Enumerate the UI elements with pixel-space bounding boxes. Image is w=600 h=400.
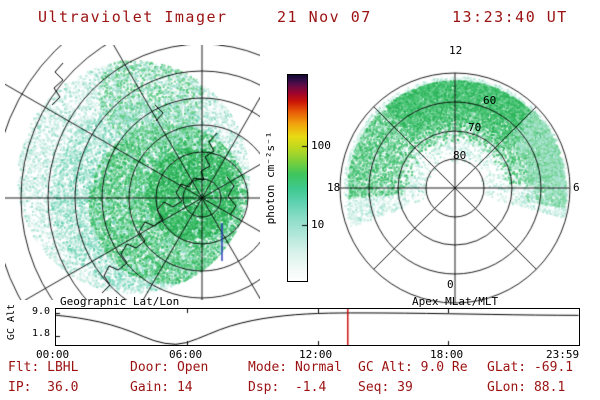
- status-gain: Gain: 14: [130, 380, 193, 395]
- status-flt: Flt: LBHL: [8, 360, 78, 375]
- observation-date: 21 Nov 07: [277, 8, 372, 26]
- status-mode-value: Normal: [294, 360, 342, 375]
- status-gain-value: 14: [176, 380, 193, 395]
- mlat-label-60: 60: [483, 94, 497, 107]
- observation-time: 13:23:40 UT: [452, 8, 568, 26]
- status-dsp-label: Dsp:: [248, 380, 295, 395]
- status-ip-label: IP:: [8, 380, 48, 395]
- status-glat-label: GLat:: [487, 360, 534, 375]
- status-gcalt-label: GC Alt:: [358, 360, 421, 375]
- mlat-label-80: 80: [453, 149, 467, 162]
- status-glat: GLat: -69.1: [487, 360, 573, 375]
- status-seq: Seq: 39: [358, 380, 413, 395]
- status-door-label: Door:: [130, 360, 177, 375]
- status-gain-label: Gain:: [130, 380, 177, 395]
- status-glon-label: GLon:: [487, 380, 534, 395]
- colorbar-tick-100: 100: [311, 139, 331, 152]
- status-ip-value: 36.0: [47, 380, 79, 395]
- ut-tick-0600: 06:00: [169, 348, 203, 361]
- status-glon-value: 88.1: [533, 380, 566, 395]
- mlt-label-18: 18: [327, 181, 341, 194]
- mlt-dial-canvas: [335, 45, 585, 305]
- gcalt-tick-low: 1.8: [31, 328, 50, 339]
- status-gcalt: GC Alt: 9.0 Re: [358, 360, 468, 375]
- status-flt-label: Flt:: [8, 360, 48, 375]
- status-glat-value: -69.1: [533, 360, 574, 375]
- mlt-label-0: 0: [447, 278, 454, 291]
- status-ip: IP: 36.0: [8, 380, 78, 395]
- status-mode: Mode: Normal: [248, 360, 342, 375]
- status-door-value: Open: [176, 360, 209, 375]
- ut-tick-1200: 12:00: [299, 348, 333, 361]
- status-seq-value: 39: [397, 380, 413, 395]
- app-title: Ultraviolet Imager: [38, 8, 228, 26]
- ut-tick-1800: 18:00: [430, 348, 464, 361]
- status-seq-label: Seq:: [358, 380, 398, 395]
- status-dsp: Dsp: -1.4: [248, 380, 326, 395]
- mlt-caption: Apex MLat/MLT: [412, 295, 499, 308]
- status-door: Door: Open: [130, 360, 208, 375]
- mlt-label-12: 12: [449, 44, 463, 57]
- status-flt-value: LBHL: [47, 360, 79, 375]
- mlt-label-6: 6: [573, 181, 580, 194]
- ut-tick-0000: 00:00: [36, 348, 70, 361]
- gcalt-tick-high: 9.0: [31, 306, 50, 317]
- geographic-image-canvas: [5, 45, 260, 300]
- colorbar-canvas: [287, 74, 308, 282]
- ut-tick-2359: 23:59: [546, 348, 580, 361]
- altitude-strip-canvas: [55, 308, 580, 346]
- status-gcalt-value: 9.0 Re: [420, 360, 468, 375]
- colorbar-tick-10: 10: [311, 218, 325, 231]
- colorbar-units-label: photon cm⁻²s⁻¹: [264, 131, 277, 225]
- status-dsp-value: -1.4: [294, 380, 327, 395]
- status-mode-label: Mode:: [248, 360, 295, 375]
- mlat-label-70: 70: [468, 121, 482, 134]
- gcalt-axis-label: GC Alt: [6, 303, 17, 341]
- geographic-caption: Geographic Lat/Lon: [60, 295, 180, 308]
- status-glon: GLon: 88.1: [487, 380, 565, 395]
